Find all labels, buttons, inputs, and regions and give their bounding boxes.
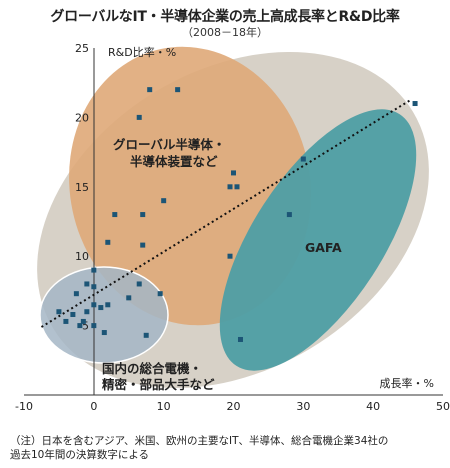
data-point-21 bbox=[91, 302, 97, 308]
data-point-14 bbox=[91, 267, 97, 273]
gafa-label: GAFA bbox=[305, 240, 342, 255]
y-tick-label-0: 5 bbox=[82, 320, 89, 333]
footnote-line-1: （注）日本を含むアジア、米国、欧州の主要なIT、半導体、総合電機企業34社の bbox=[10, 435, 389, 447]
x-tick-label-6: 50 bbox=[436, 400, 450, 413]
y-axis-label: R&D比率・% bbox=[108, 45, 176, 59]
data-point-4 bbox=[300, 156, 306, 162]
data-point-31 bbox=[101, 330, 107, 336]
data-point-19 bbox=[157, 291, 163, 297]
y-tick-label-3: 20 bbox=[75, 111, 89, 124]
chart-title: グローバルなIT・半導体企業の売上高成長率とR&D比率 bbox=[50, 9, 400, 25]
x-tick-label-4: 30 bbox=[296, 400, 310, 413]
data-point-32 bbox=[143, 332, 149, 338]
domestic-electronics-label-line1: 国内の総合電機・ bbox=[102, 361, 202, 376]
y-tick-label-1: 10 bbox=[75, 250, 89, 263]
y-tick-labels: 5 10 15 20 25 bbox=[75, 42, 89, 333]
data-point-9 bbox=[140, 212, 146, 218]
x-tick-label-3: 20 bbox=[227, 400, 241, 413]
data-point-34 bbox=[412, 101, 418, 107]
data-point-29 bbox=[77, 323, 83, 329]
gafa-region bbox=[219, 109, 417, 371]
data-point-0 bbox=[147, 87, 153, 93]
data-point-33 bbox=[237, 336, 243, 342]
data-point-3 bbox=[231, 170, 236, 176]
x-tick-label-0: -10 bbox=[15, 400, 33, 413]
data-point-5 bbox=[227, 184, 233, 190]
data-point-17 bbox=[91, 284, 97, 290]
y-tick-label-4: 25 bbox=[75, 42, 89, 55]
domestic-electronics-region bbox=[39, 266, 169, 364]
cluster-regions bbox=[39, 46, 417, 371]
data-point-12 bbox=[140, 242, 146, 248]
data-point-28 bbox=[80, 318, 86, 324]
data-point-13 bbox=[227, 253, 233, 259]
data-point-30 bbox=[91, 323, 97, 329]
data-point-15 bbox=[84, 281, 90, 287]
data-point-27 bbox=[63, 318, 69, 324]
data-point-24 bbox=[56, 309, 62, 315]
x-tick-label-1: 0 bbox=[90, 400, 97, 413]
data-points bbox=[56, 87, 418, 342]
x-tick-labels: -10 0 10 20 30 40 50 bbox=[15, 400, 450, 413]
data-point-11 bbox=[105, 239, 111, 245]
data-point-2 bbox=[136, 114, 142, 120]
global-semiconductor-label-line1: グローバル半導体・ bbox=[113, 137, 225, 152]
data-point-8 bbox=[112, 212, 118, 218]
axes bbox=[24, 48, 443, 396]
chart-subtitle: （2008－18年） bbox=[182, 26, 268, 39]
data-point-1 bbox=[175, 87, 181, 93]
data-point-16 bbox=[136, 281, 142, 287]
data-point-7 bbox=[161, 198, 167, 204]
data-point-26 bbox=[84, 309, 90, 315]
x-axis-label: 成長率・% bbox=[380, 376, 434, 390]
global-semiconductor-label-line2: 半導体装置など bbox=[130, 154, 218, 169]
domestic-electronics-label-line2: 精密・部品大手など bbox=[102, 377, 215, 392]
data-point-20 bbox=[126, 295, 132, 301]
data-point-18 bbox=[73, 291, 79, 297]
region-labels: グローバル半導体・ 半導体装置など GAFA 国内の総合電機・ 精密・部品大手な… bbox=[102, 137, 342, 392]
data-point-23 bbox=[105, 302, 111, 308]
data-point-6 bbox=[234, 184, 240, 190]
data-point-25 bbox=[70, 311, 76, 317]
data-point-10 bbox=[286, 212, 292, 218]
x-tick-label-2: 10 bbox=[157, 400, 171, 413]
data-point-22 bbox=[98, 305, 104, 311]
x-tick-label-5: 40 bbox=[366, 400, 380, 413]
y-tick-label-2: 15 bbox=[75, 181, 89, 194]
footnote-line-2: 過去10年間の決算数字による bbox=[10, 449, 150, 461]
footnote: （注）日本を含むアジア、米国、欧州の主要なIT、半導体、総合電機企業34社の 過… bbox=[10, 434, 445, 462]
